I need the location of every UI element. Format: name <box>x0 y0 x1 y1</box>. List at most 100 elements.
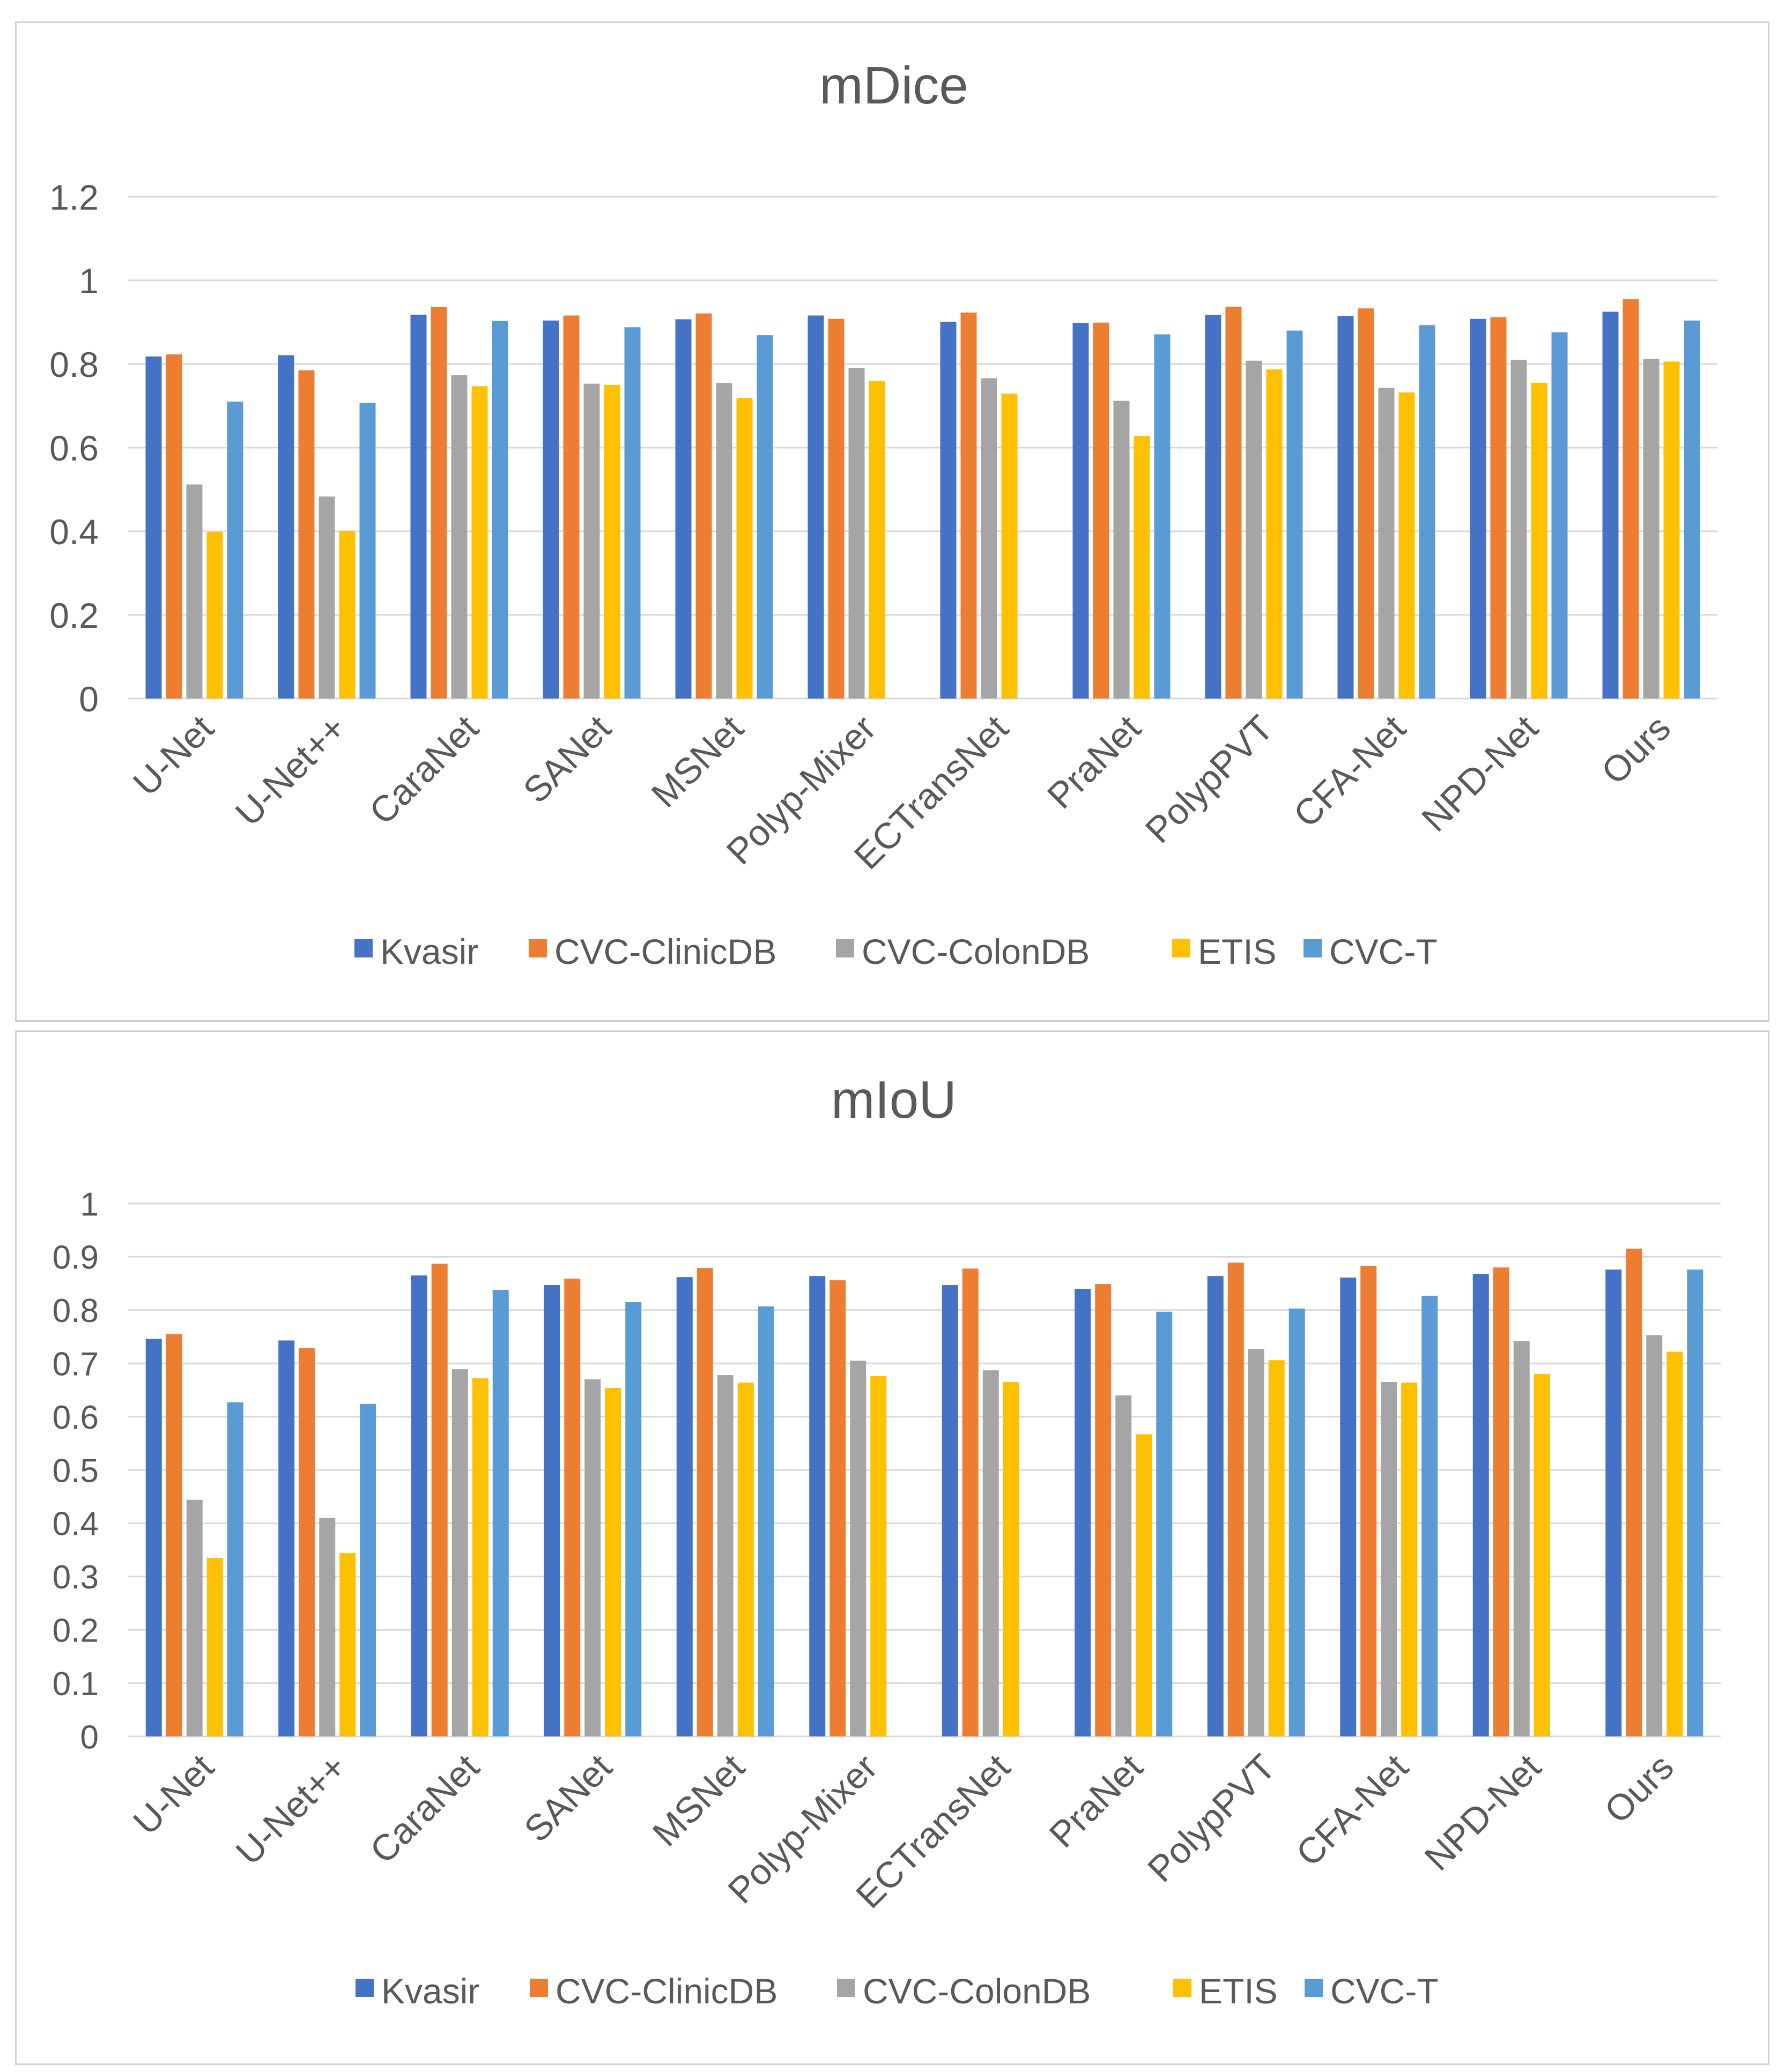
y-tick-label: 0.8 <box>53 1293 99 1330</box>
bar-cvc-colondb-sanet <box>583 383 600 699</box>
legend-swatch-kvasir <box>355 1979 374 1997</box>
legend-label-etis: ETIS <box>1198 932 1277 971</box>
bar-cvc-t-polyppvt <box>1288 1308 1305 1736</box>
bar-kvasir-caranet <box>411 1275 427 1736</box>
bar-cvc-colondb-ours <box>1643 359 1660 699</box>
bar-kvasir-sanet <box>544 1285 560 1736</box>
legend-label-etis: ETIS <box>1199 1971 1278 2011</box>
bar-kvasir-npd-net <box>1472 1274 1489 1736</box>
x-tick-label: U-Net <box>125 708 221 804</box>
bar-cvc-t-polyppvt <box>1286 330 1303 699</box>
bar-cvc-colondb-npd-net <box>1513 1341 1530 1736</box>
bar-etis-pranet <box>1134 436 1150 699</box>
bar-cvc-clinicdb-u-net <box>166 354 182 699</box>
x-tick-label: PraNet <box>1040 708 1149 816</box>
y-tick-label: 0.2 <box>49 596 99 635</box>
bar-kvasir-caranet <box>410 314 427 699</box>
bar-cvc-colondb-msnet <box>716 383 732 699</box>
bar-cvc-clinicdb-pranet <box>1093 322 1109 699</box>
y-tick-label: 0 <box>79 679 99 719</box>
y-tick-label: 0.6 <box>49 428 99 468</box>
bar-kvasir-polyppvt <box>1207 1276 1224 1736</box>
bar-cvc-colondb-cfa-net <box>1378 388 1395 699</box>
x-tick-label: CaraNet <box>361 708 486 833</box>
bar-kvasir-ours <box>1605 1269 1622 1736</box>
bar-etis-npd-net <box>1531 383 1547 699</box>
legend-swatch-cvc-clinicdb <box>530 1979 548 1997</box>
x-tick-label: PraNet <box>1041 1747 1150 1855</box>
bar-kvasir-pranet <box>1072 323 1089 699</box>
bar-cvc-t-u-net <box>227 1402 243 1736</box>
bar-kvasir-npd-net <box>1470 318 1486 699</box>
bar-cvc-colondb-ours <box>1646 1335 1663 1736</box>
bar-etis-polyp-mixer <box>870 1376 887 1736</box>
x-tick-label: U-Net++ <box>228 1747 354 1873</box>
x-tick-label: Ours <box>1594 708 1678 792</box>
bar-cvc-colondb-u-net <box>319 1518 336 1736</box>
bar-cvc-t-npd-net <box>1551 332 1568 699</box>
legend-swatch-cvc-t <box>1303 939 1322 957</box>
bar-cvc-clinicdb-msnet <box>697 1268 713 1736</box>
bar-cvc-colondb-npd-net <box>1510 360 1527 699</box>
legend-swatch-cvc-colondb <box>836 939 854 957</box>
bar-cvc-t-cfa-net <box>1419 325 1435 699</box>
bar-cvc-clinicdb-cfa-net <box>1358 308 1374 699</box>
bar-cvc-t-pranet <box>1156 1311 1173 1736</box>
x-tick-label: SANet <box>516 1747 620 1850</box>
legend-label-cvc-clinicdb: CVC-ClinicDB <box>554 932 776 971</box>
bar-cvc-clinicdb-ours <box>1623 299 1639 699</box>
bar-cvc-colondb-pranet <box>1113 400 1130 699</box>
bar-kvasir-ectransnet <box>942 1285 958 1736</box>
y-tick-label: 0 <box>80 1719 99 1756</box>
x-tick-label: SANet <box>515 708 619 811</box>
y-tick-label: 0.4 <box>53 1506 99 1543</box>
chart-title: mIoU <box>831 1070 957 1129</box>
legend-swatch-kvasir <box>354 939 373 957</box>
bar-cvc-t-sanet <box>624 327 641 699</box>
y-tick-label: 1 <box>79 261 99 301</box>
x-tick-label: PolypPVT <box>1138 708 1282 851</box>
chart-title: mDice <box>819 56 968 115</box>
bar-cvc-clinicdb-npd-net <box>1493 1267 1509 1736</box>
bar-cvc-t-u-net <box>360 1403 376 1736</box>
bar-cvc-t-msnet <box>758 1306 774 1736</box>
bar-cvc-colondb-polyp-mixer <box>850 1361 866 1736</box>
y-tick-label: 0.9 <box>53 1239 99 1276</box>
bar-cvc-colondb-u-net <box>319 496 335 699</box>
bar-etis-polyppvt <box>1268 1360 1285 1736</box>
bar-etis-ectransnet <box>1003 1382 1019 1736</box>
bar-kvasir-u-net <box>145 356 162 699</box>
y-tick-label: 0.1 <box>53 1666 99 1703</box>
bar-kvasir-u-net <box>145 1339 162 1736</box>
bar-kvasir-sanet <box>543 320 559 699</box>
bar-cvc-colondb-cfa-net <box>1381 1382 1397 1736</box>
mdice-chart-panel: mDice 0 0.2 0.4 0.6 0.8 1 1.2 U-Net U-Net++ CaraNe… <box>15 21 1769 1022</box>
y-tick-label: 1 <box>80 1186 99 1223</box>
bar-etis-u-net <box>339 531 355 699</box>
bar-kvasir-ectransnet <box>940 322 957 699</box>
bar-kvasir-u-net <box>278 1340 295 1736</box>
bar-cvc-clinicdb-caranet <box>431 1264 448 1736</box>
bar-kvasir-ours <box>1602 311 1619 699</box>
bar-kvasir-msnet <box>675 319 692 699</box>
bar-cvc-t-pranet <box>1154 334 1171 699</box>
legend-label-cvc-t: CVC-T <box>1329 932 1438 971</box>
bar-cvc-t-caranet <box>492 1290 509 1736</box>
bar-etis-sanet <box>605 1387 621 1736</box>
y-tick-label: 0.7 <box>53 1346 99 1383</box>
bar-kvasir-polyppvt <box>1205 315 1221 699</box>
miou-chart-panel: mIoU 0 0.1 0.2 0.3 0.4 0.5 0.6 0.7 0.8 0.9 1 U-Net U-… <box>15 1030 1769 2065</box>
legend-swatch-cvc-clinicdb <box>529 939 547 957</box>
bar-kvasir-pranet <box>1075 1289 1091 1736</box>
bar-cvc-clinicdb-ectransnet <box>962 1268 979 1736</box>
bar-etis-polyp-mixer <box>869 381 885 699</box>
bar-kvasir-cfa-net <box>1337 316 1354 699</box>
bar-etis-sanet <box>604 385 620 699</box>
bar-cvc-colondb-pranet <box>1115 1395 1132 1736</box>
bar-etis-msnet <box>737 1382 754 1736</box>
bar-etis-msnet <box>736 398 753 699</box>
bar-etis-ours <box>1663 361 1680 699</box>
legend-label-cvc-colondb: CVC-ColonDB <box>863 1971 1091 2011</box>
legend-label-cvc-colondb: CVC-ColonDB <box>862 932 1090 971</box>
bar-etis-u-net <box>206 532 223 699</box>
